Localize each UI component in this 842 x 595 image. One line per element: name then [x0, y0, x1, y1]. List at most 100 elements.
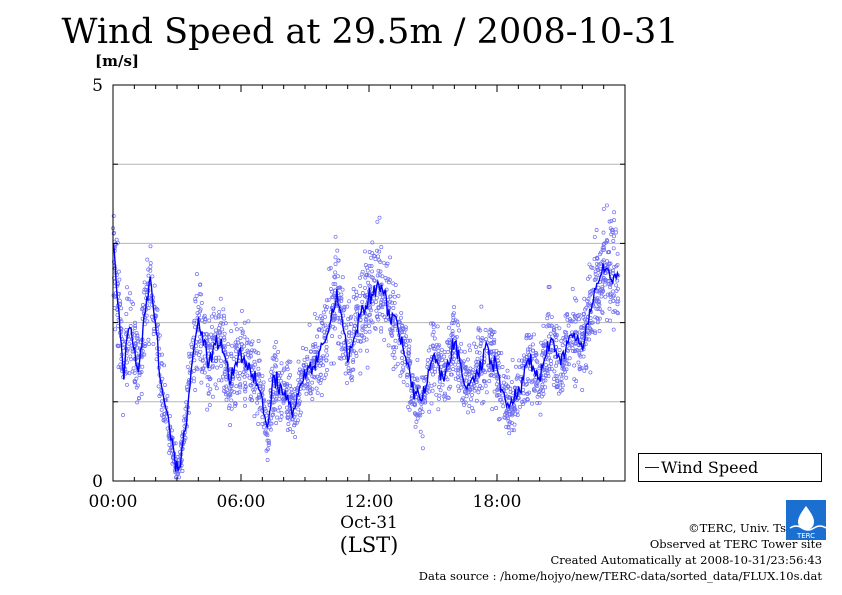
scatter-point — [580, 388, 585, 392]
scatter-point — [272, 353, 277, 358]
scatter-point — [499, 351, 504, 355]
scatter-point — [448, 372, 453, 377]
scatter-point — [612, 293, 617, 298]
scatter-point — [407, 344, 412, 349]
scatter-point — [580, 334, 585, 339]
scatter-point — [507, 431, 512, 436]
scatter-point — [363, 249, 367, 254]
scatter-point — [589, 265, 594, 270]
scatter-point — [234, 344, 239, 348]
scatter-point — [511, 428, 516, 433]
scatter-point — [543, 385, 548, 390]
scatter-point — [236, 340, 240, 345]
scatter-point — [504, 386, 509, 391]
scatter-point — [392, 350, 397, 354]
scatter-point — [252, 387, 257, 392]
scatter-point — [534, 383, 538, 388]
scatter-point — [199, 367, 204, 372]
scatter-point — [148, 264, 153, 269]
scatter-point — [311, 359, 316, 364]
scatter-point — [319, 361, 324, 366]
scatter-point — [527, 390, 532, 395]
scatter-point — [589, 328, 594, 333]
scatter-point — [474, 360, 479, 364]
scatter-point — [611, 298, 616, 303]
scatter-point — [437, 343, 442, 348]
scatter-point — [162, 412, 167, 416]
scatter-point — [160, 376, 165, 381]
scatter-point — [612, 210, 617, 215]
scatter-point — [155, 346, 160, 351]
scatter-point — [372, 254, 377, 259]
scatter-point — [205, 407, 210, 412]
scatter-point — [559, 372, 563, 377]
scatter-point — [257, 358, 262, 363]
scatter-point — [600, 310, 605, 315]
scatter-point — [368, 284, 373, 289]
scatter-point — [408, 338, 412, 343]
scatter-point — [363, 318, 368, 323]
scatter-point — [535, 401, 540, 405]
scatter-point — [436, 348, 441, 353]
scatter-point — [245, 337, 250, 342]
scatter-point — [392, 355, 397, 360]
scatter-point — [363, 285, 367, 290]
scatter-point — [466, 369, 471, 374]
scatter-point — [336, 315, 340, 320]
scatter-point — [594, 228, 599, 232]
scatter-point — [333, 255, 338, 260]
scatter-point — [354, 308, 359, 313]
x-tick-label: 00:00 — [89, 492, 138, 512]
scatter-point — [297, 402, 302, 407]
scatter-point — [551, 326, 556, 331]
scatter-point — [255, 400, 260, 405]
scatter-point — [432, 382, 437, 387]
scatter-point — [142, 287, 147, 292]
scatter-point — [604, 203, 609, 208]
scatter-point — [249, 383, 254, 388]
scatter-point — [195, 349, 200, 354]
scatter-point — [329, 287, 333, 291]
scatter-point — [573, 340, 578, 345]
scatter-point — [331, 295, 336, 300]
scatter-point — [505, 394, 510, 399]
scatter-point — [616, 311, 621, 316]
scatter-point — [314, 386, 319, 391]
scatter-point — [495, 388, 500, 393]
scatter-point — [341, 305, 346, 310]
scatter-point — [260, 373, 265, 378]
scatter-point — [257, 392, 261, 397]
scatter-point — [216, 313, 221, 318]
scatter-point — [258, 384, 263, 389]
scatter-point — [203, 363, 207, 368]
scatter-point — [416, 412, 421, 417]
scatter-point — [372, 325, 377, 330]
scatter-point — [349, 378, 354, 383]
credit-line: Data source : /home/hojyo/new/TERC-data/… — [418, 569, 822, 583]
scatter-point — [492, 330, 497, 334]
scatter-point — [553, 334, 558, 339]
scatter-point — [456, 388, 461, 393]
scatter-point — [233, 340, 238, 345]
scatter-point — [528, 344, 533, 349]
scatter-point — [313, 375, 318, 380]
scatter-point — [216, 378, 221, 383]
scatter-point — [612, 264, 617, 269]
scatter-point — [541, 375, 546, 380]
scatter-point — [459, 349, 464, 354]
scatter-point — [213, 359, 218, 364]
scatter-point — [596, 298, 601, 303]
scatter-point — [551, 382, 556, 387]
scatter-point — [274, 340, 279, 345]
scatter-point — [278, 378, 283, 383]
scatter-point — [533, 353, 538, 358]
scatter-point — [208, 345, 213, 350]
scatter-point — [601, 206, 606, 211]
scatter-point — [188, 368, 193, 373]
scatter-point — [274, 421, 279, 425]
scatter-point — [224, 377, 229, 382]
scatter-point — [489, 334, 494, 339]
scatter-point — [284, 383, 289, 388]
scatter-point — [189, 342, 194, 347]
scatter-point — [340, 287, 345, 292]
